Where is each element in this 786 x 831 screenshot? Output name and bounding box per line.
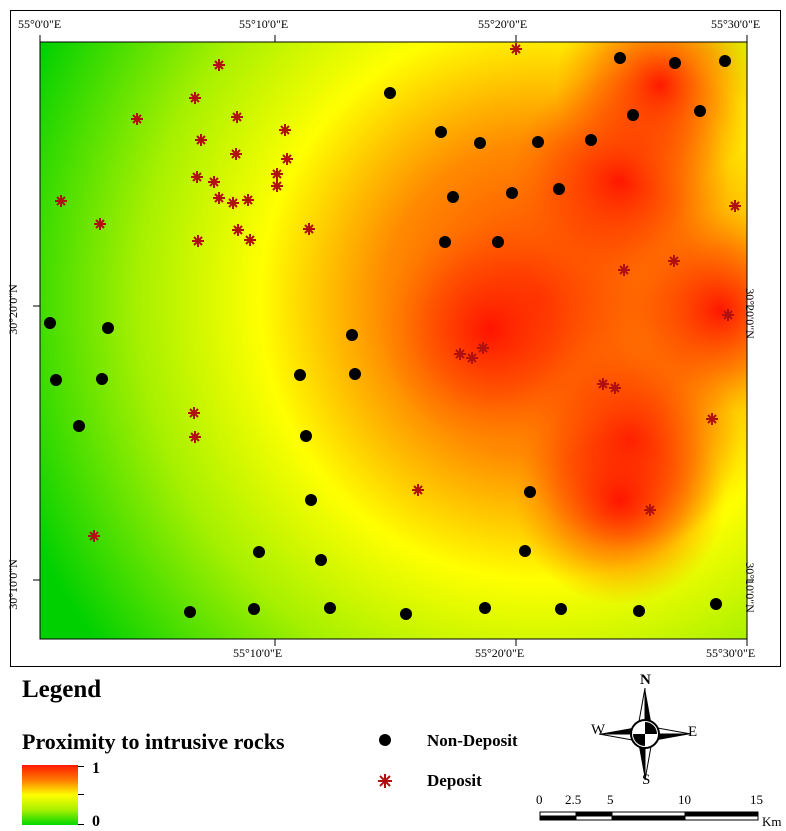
- non-deposit-point[interactable]: [184, 606, 196, 618]
- bottom-coord-label: 55°20'0"E: [475, 646, 524, 661]
- non-deposit-point[interactable]: [479, 602, 491, 614]
- non-deposit-point[interactable]: [315, 554, 327, 566]
- top-coord-label: 55°30'0"E: [711, 17, 760, 32]
- non-deposit-point[interactable]: [585, 134, 597, 146]
- non-deposit-point[interactable]: [102, 322, 114, 334]
- non-deposit-point[interactable]: [324, 602, 336, 614]
- non-deposit-point[interactable]: [439, 236, 451, 248]
- non-deposit-symbol-icon: [378, 733, 392, 747]
- top-coord-label: 55°10'0"E: [239, 17, 288, 32]
- non-deposit-point[interactable]: [253, 546, 265, 558]
- non-deposit-point[interactable]: [669, 57, 681, 69]
- non-deposit-point[interactable]: [44, 317, 56, 329]
- bottom-coord-label: 55°10'0"E: [233, 646, 282, 661]
- proximity-color-ramp: [22, 765, 78, 825]
- non-deposit-point[interactable]: [492, 236, 504, 248]
- ramp-tick: [78, 794, 84, 795]
- non-deposit-point[interactable]: [694, 105, 706, 117]
- left-coord-label: 30°10'0"N: [6, 559, 21, 610]
- ramp-max-label: 1: [92, 760, 100, 778]
- non-deposit-point[interactable]: [710, 598, 722, 610]
- non-deposit-point[interactable]: [633, 605, 645, 617]
- non-deposit-point[interactable]: [506, 187, 518, 199]
- non-deposit-point[interactable]: [553, 183, 565, 195]
- bottom-coord-label: 55°30'0"E: [706, 646, 755, 661]
- non-deposit-point[interactable]: [50, 374, 62, 386]
- non-deposit-point[interactable]: [555, 603, 567, 615]
- non-deposit-point[interactable]: [305, 494, 317, 506]
- non-deposit-point[interactable]: [300, 430, 312, 442]
- non-deposit-point[interactable]: [384, 87, 396, 99]
- legend-title: Legend: [22, 676, 101, 704]
- compass-w-label: W: [591, 722, 605, 739]
- non-deposit-point[interactable]: [73, 420, 85, 432]
- non-deposit-point[interactable]: [627, 109, 639, 121]
- non-deposit-point[interactable]: [614, 52, 626, 64]
- non-deposit-point[interactable]: [294, 369, 306, 381]
- layer-title: Proximity to intrusive rocks: [22, 729, 285, 755]
- non-deposit-point[interactable]: [532, 136, 544, 148]
- non-deposit-point[interactable]: [447, 191, 459, 203]
- non-deposit-point[interactable]: [346, 329, 358, 341]
- non-deposit-point[interactable]: [349, 368, 361, 380]
- scale-unit-label: Km: [762, 814, 782, 830]
- right-coord-label: 30°20'0"N: [742, 288, 757, 339]
- top-coord-label: 55°0'0"E: [18, 17, 61, 32]
- non-deposit-legend-label: Non-Deposit: [427, 731, 518, 751]
- non-deposit-point[interactable]: [435, 126, 447, 138]
- deposit-legend-label: Deposit: [427, 771, 482, 791]
- non-deposit-point[interactable]: [719, 55, 731, 67]
- compass-n-label: N: [640, 672, 651, 689]
- top-coord-label: 55°20'0"E: [478, 17, 527, 32]
- non-deposit-point[interactable]: [96, 373, 108, 385]
- deposit-symbol-icon: [377, 773, 393, 789]
- ramp-tick: [78, 824, 84, 825]
- proximity-hotspot: [515, 395, 725, 605]
- non-deposit-point[interactable]: [400, 608, 412, 620]
- map-canvas[interactable]: [0, 0, 786, 680]
- proximity-raster: [40, 0, 786, 639]
- compass-e-label: E: [688, 724, 697, 741]
- non-deposit-point[interactable]: [524, 486, 536, 498]
- non-deposit-point[interactable]: [248, 603, 260, 615]
- ramp-tick: [78, 766, 84, 767]
- right-coord-label: 30°10'0"N: [742, 562, 757, 613]
- ramp-min-label: 0: [92, 813, 100, 831]
- left-coord-label: 30°20'0"N: [6, 284, 21, 335]
- non-deposit-point[interactable]: [519, 545, 531, 557]
- non-deposit-point[interactable]: [474, 137, 486, 149]
- compass-s-label: S: [642, 772, 650, 789]
- scale-bar: [535, 790, 765, 830]
